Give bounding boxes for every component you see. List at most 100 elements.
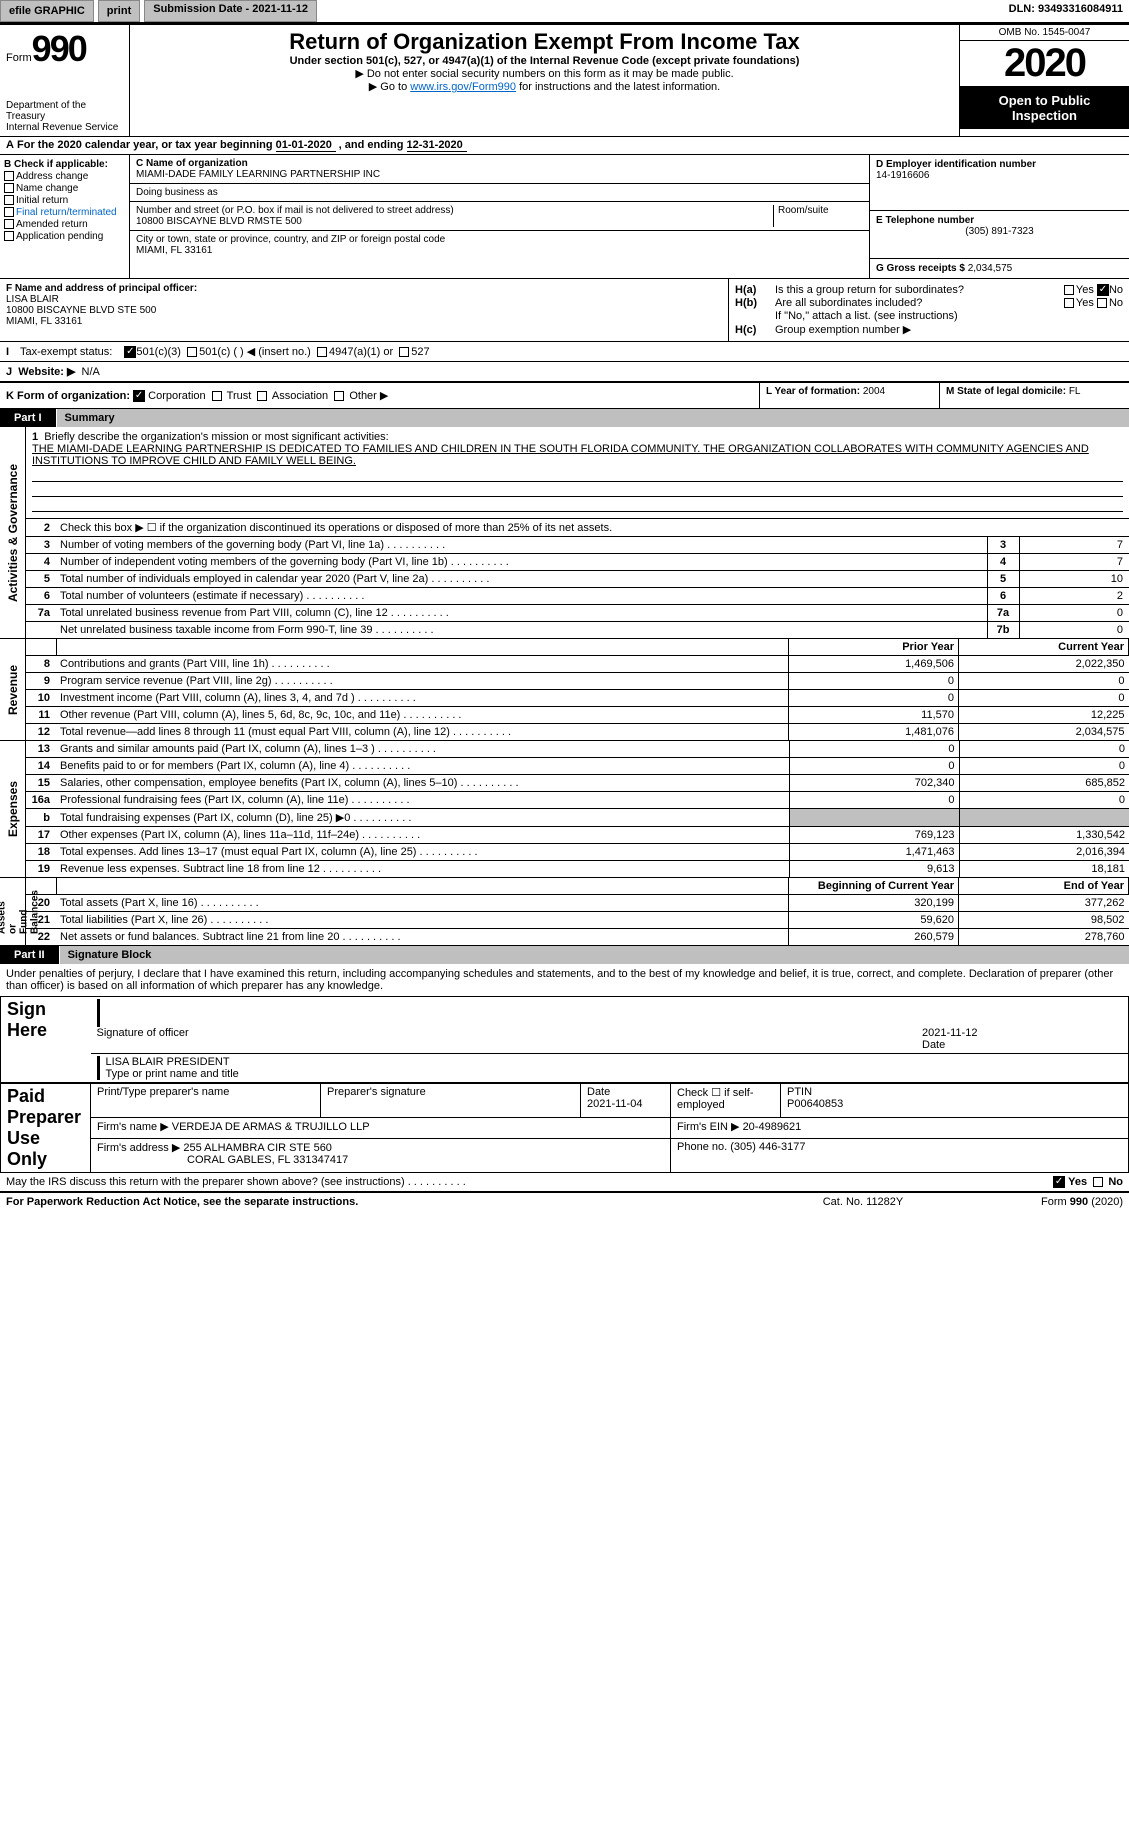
lbl-initial-return: Initial return [16,195,68,206]
officer-name: LISA BLAIR [6,294,59,305]
fin-prior: 702,340 [789,775,959,792]
firm-ein: 20-4989621 [743,1121,802,1133]
website-value: N/A [82,366,100,378]
chk-corp[interactable]: ✓ [133,390,145,402]
fin-prior: 1,481,076 [789,724,959,741]
expenses-section: Expenses 13Grants and similar amounts pa… [0,741,1129,878]
discuss-no: No [1108,1176,1123,1188]
footer-form-b: 990 [1070,1196,1088,1208]
gov-line-val: 10 [1019,571,1129,588]
fin-prior: 260,579 [789,929,959,946]
current-year-header: Current Year [959,639,1129,656]
irs-link[interactable]: www.irs.gov/Form990 [410,81,516,93]
hb-label: H(b) [735,297,775,309]
submission-date-box: Submission Date - 2021-11-12 [144,0,317,22]
chk-hb-yes[interactable] [1064,298,1074,308]
fin-num: 17 [26,827,56,844]
fin-num: 16a [26,792,56,809]
l-label: L Year of formation: [766,386,863,397]
part-1-title: Summary [57,409,1129,427]
chk-assoc[interactable] [257,391,267,401]
fin-text: Professional fundraising fees (Part IX, … [56,792,789,809]
fin-text: Benefits paid to or for members (Part IX… [56,758,789,775]
i-o1: 501(c)(3) [136,346,181,358]
fin-grey [789,809,959,827]
org-name: MIAMI-DADE FAMILY LEARNING PARTNERSHIP I… [136,169,863,180]
gov-line-val: 0 [1019,622,1129,639]
cal-b-text: , and ending [336,139,407,151]
part-2-bar: Part II Signature Block [0,946,1129,964]
ptin-value: P00640853 [787,1098,1122,1110]
chk-initial-return[interactable] [4,195,14,205]
state-domicile: FL [1069,386,1081,397]
sig-officer-label: Signature of officer [97,1027,923,1051]
city-value: MIAMI, FL 33161 [136,245,863,256]
chk-discuss-no[interactable] [1093,1177,1103,1187]
dept-text: Department of the Treasury Internal Reve… [6,100,123,133]
box-h: H(a) Is this a group return for subordin… [729,279,1129,341]
fin-num: 10 [26,690,56,707]
submission-label: Submission Date - [153,3,252,15]
chk-527[interactable] [399,347,409,357]
chk-final-return[interactable] [4,207,14,217]
footer-form-a: Form [1041,1196,1070,1208]
discuss-text: May the IRS discuss this return with the… [6,1176,1053,1188]
form-number: 990 [32,28,86,69]
chk-4947[interactable] [317,347,327,357]
chk-ha-no[interactable]: ✓ [1097,284,1109,296]
side-gov-text: Activities & Governance [6,464,20,602]
phone-value: (305) 891-7323 [876,226,1123,237]
open-to-public: Open to Public Inspection [960,87,1129,129]
brief-label: Briefly describe the organization's miss… [44,431,388,443]
fin-num: 19 [26,861,56,878]
chk-discuss-yes[interactable]: ✓ [1053,1176,1065,1188]
fin-text: Salaries, other compensation, employee b… [56,775,789,792]
footer: For Paperwork Reduction Act Notice, see … [0,1192,1129,1211]
cal-begin: 01-01-2020 [276,139,336,152]
footer-form-c: (2020) [1088,1196,1123,1208]
firm-addr-label: Firm's address ▶ [97,1142,183,1154]
mission-text: THE MIAMI-DADE LEARNING PARTNERSHIP IS D… [32,443,1089,467]
print-button[interactable]: print [98,0,140,22]
fin-curr: 98,502 [959,912,1129,929]
lbl-final-return: Final return/terminated [16,207,117,218]
penalty-text: Under penalties of perjury, I declare th… [0,964,1129,996]
part-1-bar: Part I Summary [0,409,1129,427]
ha-no: No [1109,284,1123,296]
side-rev-text: Revenue [6,665,20,715]
chk-ha-yes[interactable] [1064,285,1074,295]
prep-sig-label: Preparer's signature [327,1086,574,1098]
ha-text: Is this a group return for subordinates? [775,284,1064,296]
chk-trust[interactable] [212,391,222,401]
calendar-line-a: A For the 2020 calendar year, or tax yea… [0,137,1129,155]
hb-yes: Yes [1076,297,1094,309]
efile-button[interactable]: efile GRAPHIC [0,0,94,22]
chk-amended[interactable] [4,219,14,229]
fin-text: Program service revenue (Part VIII, line… [56,673,789,690]
chk-app-pending[interactable] [4,231,14,241]
chk-501c3[interactable]: ✓ [124,346,136,358]
ptin-label: PTIN [787,1086,1122,1098]
gov-line-text: Net unrelated business taxable income fr… [56,622,987,639]
fin-text: Total revenue—add lines 8 through 11 (mu… [56,724,789,741]
gov-line-num: 2 [26,519,56,537]
chk-other[interactable] [334,391,344,401]
fin-num: 14 [26,758,56,775]
officer-addr2: MIAMI, FL 33161 [6,316,82,327]
main-title: Return of Organization Exempt From Incom… [136,29,953,55]
fin-prior: 0 [789,741,959,758]
chk-address-change[interactable] [4,171,14,181]
gov-line-ref: 7a [987,605,1019,622]
fin-prior: 9,613 [789,861,959,878]
chk-name-change[interactable] [4,183,14,193]
gov-line-text: Total number of individuals employed in … [56,571,987,588]
firm-name-label: Firm's name ▶ [97,1121,172,1133]
prep-date-value: 2021-11-04 [587,1098,664,1110]
revenue-table: Prior YearCurrent Year 8Contributions an… [26,639,1129,741]
chk-501c[interactable] [187,347,197,357]
sig-date-value: 2021-11-12 [922,1027,1122,1039]
chk-hb-no[interactable] [1097,298,1107,308]
year-cell: OMB No. 1545-0047 2020 Open to Public In… [959,25,1129,136]
section-fh: F Name and address of principal officer:… [0,279,1129,342]
type-name-label: Type or print name and title [106,1068,1123,1080]
